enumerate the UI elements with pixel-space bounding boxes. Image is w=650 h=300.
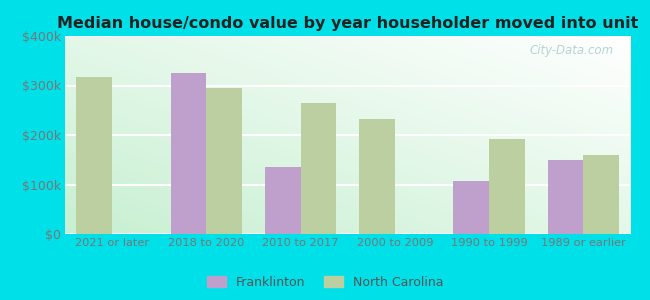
Legend: Franklinton, North Carolina: Franklinton, North Carolina — [202, 271, 448, 294]
Bar — [359, 119, 395, 234]
Bar — [300, 103, 337, 234]
Title: Median house/condo value by year householder moved into unit: Median house/condo value by year househo… — [57, 16, 638, 31]
Bar — [76, 76, 112, 234]
Bar — [489, 139, 525, 234]
Bar — [453, 181, 489, 234]
Bar — [207, 88, 242, 234]
Bar — [265, 167, 300, 234]
Text: City-Data.com: City-Data.com — [529, 44, 614, 57]
Bar — [584, 155, 619, 234]
Bar — [170, 73, 207, 234]
Bar — [547, 160, 583, 234]
